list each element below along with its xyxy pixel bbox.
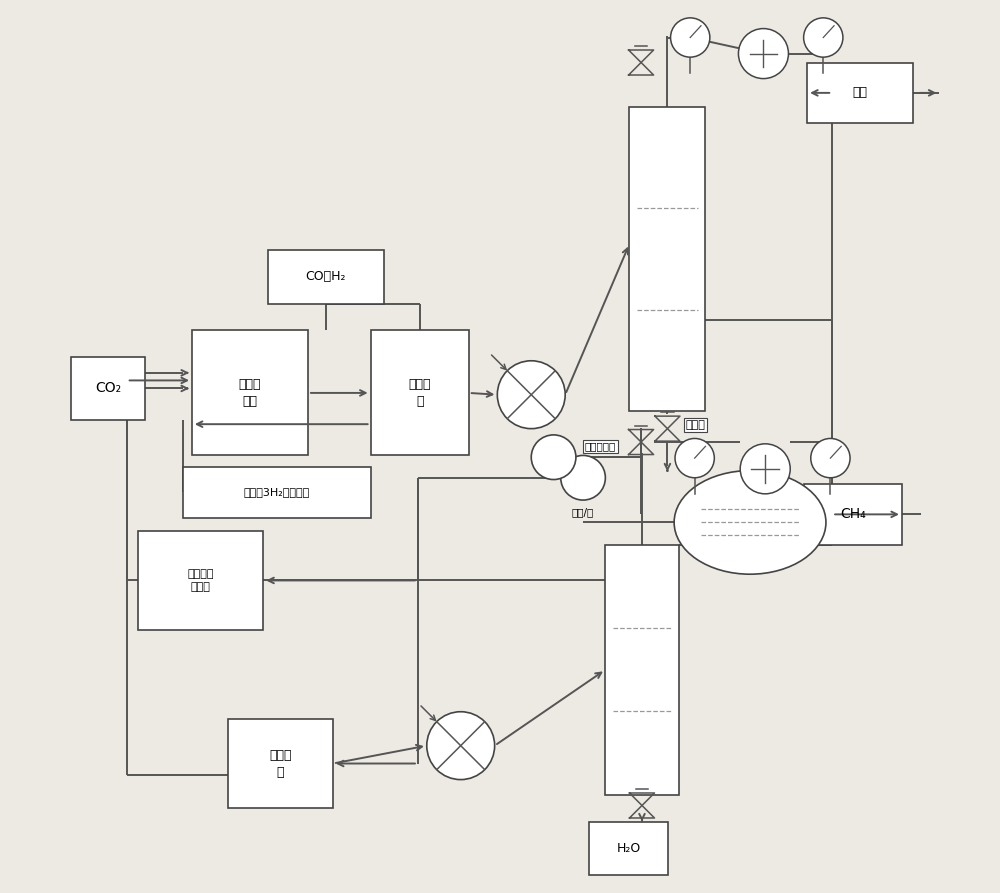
Text: 尾气: 尾气 [852,87,867,99]
FancyBboxPatch shape [629,107,705,411]
Circle shape [738,29,788,79]
Text: CO₂: CO₂ [95,381,121,396]
Text: CH₄: CH₄ [840,507,866,522]
Text: H₂O: H₂O [616,842,641,855]
Text: 气化反
应器: 气化反 应器 [239,378,261,408]
FancyBboxPatch shape [371,330,469,455]
FancyBboxPatch shape [804,484,902,545]
FancyBboxPatch shape [138,531,263,630]
Text: 合成甲
烷: 合成甲 烷 [269,748,292,779]
Text: 氢气（3H₂种子气）: 氢气（3H₂种子气） [244,488,310,497]
Circle shape [675,438,714,478]
FancyBboxPatch shape [605,545,679,795]
Ellipse shape [674,471,826,574]
Circle shape [427,712,495,780]
Text: 尾气压缩机: 尾气压缩机 [585,441,616,452]
FancyBboxPatch shape [183,467,371,518]
Text: 合成甲
醐: 合成甲 醐 [408,378,431,408]
Circle shape [531,435,576,480]
Circle shape [497,361,565,429]
Text: 甲醐/水: 甲醐/水 [572,507,594,517]
Circle shape [561,455,605,500]
Circle shape [811,438,850,478]
FancyBboxPatch shape [807,63,913,123]
Circle shape [740,444,790,494]
Circle shape [671,18,710,57]
Text: 水蒸气重
整制氢: 水蒸气重 整制氢 [188,569,214,592]
FancyBboxPatch shape [71,357,145,420]
Text: 甲醐水: 甲醐水 [685,420,705,430]
FancyBboxPatch shape [589,822,668,875]
Text: CO、H₂: CO、H₂ [306,271,346,283]
FancyBboxPatch shape [228,719,333,808]
Circle shape [804,18,843,57]
FancyBboxPatch shape [192,330,308,455]
FancyBboxPatch shape [268,250,384,304]
